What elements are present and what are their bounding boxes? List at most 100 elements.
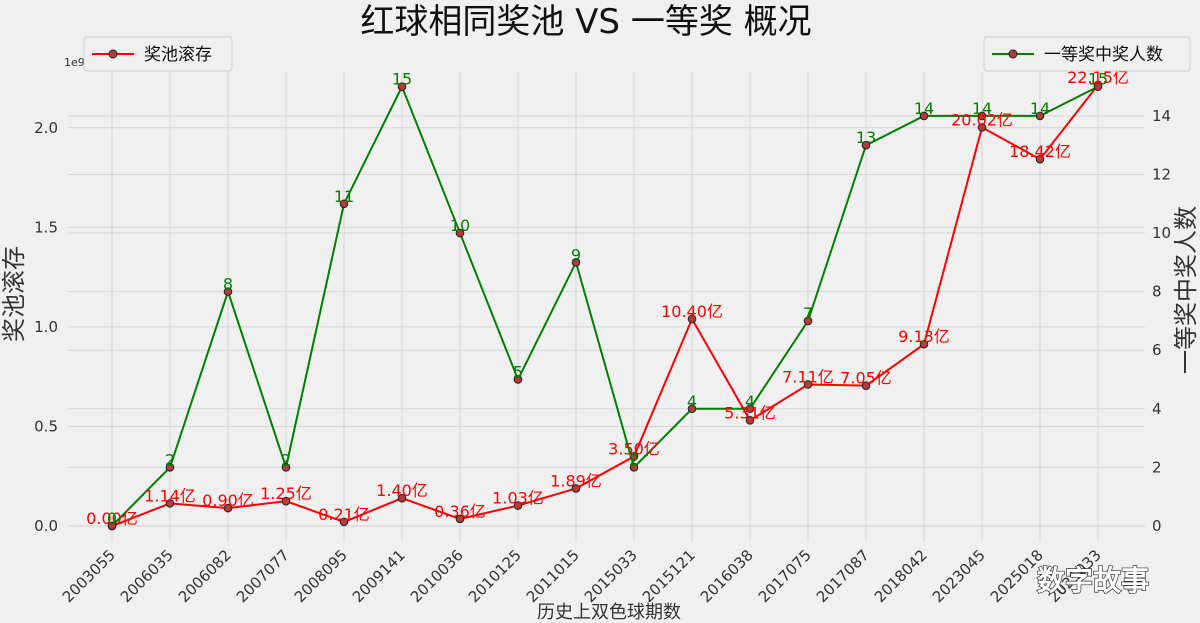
y-right-tick-label: 4 (1152, 400, 1162, 418)
winners-point (455, 228, 465, 238)
pool-point (571, 484, 581, 493)
pool-data-label: 10.40亿 (661, 302, 723, 321)
winners-point (281, 463, 291, 472)
pool-point (339, 517, 349, 527)
winners-data-label: 0 (107, 509, 117, 528)
winners-point (165, 463, 175, 472)
pool-data-label: 1.40亿 (376, 481, 428, 500)
pool-point (223, 503, 233, 513)
series-winners-line (111, 84, 1099, 527)
winners-point (339, 199, 349, 209)
winners-point (223, 287, 233, 296)
winners-data-label: 14 (914, 99, 934, 118)
pool-point (861, 381, 871, 390)
winners-point (919, 111, 929, 121)
pool-data-label: 0.90亿 (202, 491, 254, 510)
x-axis-title: 历史上双色球期数 (537, 602, 681, 623)
pool-data-label: 18.42亿 (1009, 142, 1071, 161)
winners-point (745, 404, 755, 414)
winners-data-label: 2 (165, 450, 175, 469)
y-left-tick-label: 0.0 (34, 517, 58, 535)
pool-data-label: 3.50亿 (608, 439, 660, 458)
pool-data-label: 1.89亿 (550, 471, 602, 490)
y-left-tick-label: 0.5 (34, 417, 58, 435)
y-left-tick-label: 1.5 (34, 218, 58, 236)
pool-point (687, 314, 697, 324)
winners-point (1035, 111, 1045, 121)
left-axis-title: 奖池滚存 (0, 246, 28, 342)
winners-data-label: 15 (1088, 70, 1108, 89)
pool-point (455, 514, 465, 524)
grid-layer (68, 72, 1145, 542)
pool-point (281, 496, 291, 506)
winners-data-label: 5 (513, 362, 523, 381)
right-axis-title: 一等奖中奖人数 (1172, 206, 1200, 374)
pool-point (1035, 154, 1045, 164)
pool-point (919, 339, 929, 349)
legend-right: 一等奖中奖人数 (983, 36, 1191, 72)
winners-point (803, 316, 813, 326)
winners-data-label: 4 (687, 392, 697, 411)
pool-data-label: 22.15亿 (1067, 68, 1129, 87)
y-right-tick-label: 10 (1152, 224, 1171, 242)
pool-data-label: 1.14亿 (144, 486, 196, 505)
winners-data-label: 10 (450, 216, 470, 235)
data-label-layer: 0.00亿 1.14亿 0.90亿 1.25亿 0.21亿 1.40亿 0.36亿 1.03亿… (86, 68, 1129, 528)
winners-point (513, 375, 523, 384)
winners-point (687, 404, 697, 414)
pool-data-label: 1.25亿 (260, 484, 312, 503)
pool-point (977, 123, 987, 132)
winners-point (571, 258, 581, 267)
legend-right-box (983, 36, 1191, 72)
y-left-tick-label: 1.0 (34, 318, 58, 336)
legend-left: 奖池滚存 (83, 36, 233, 72)
winners-data-label: 8 (223, 275, 233, 294)
winners-point (629, 463, 639, 472)
winners-data-label: 4 (745, 392, 755, 411)
legend-left-swatch-marker (108, 49, 118, 59)
series-layer (107, 80, 1103, 531)
watermark: 数字故事 (1037, 564, 1149, 597)
legend-left-label: 奖池滚存 (144, 45, 212, 65)
winners-data-label: 2 (629, 450, 639, 469)
pool-point (513, 501, 523, 510)
pool-data-label: 7.05亿 (840, 369, 892, 388)
pool-data-label: 9.13亿 (898, 327, 950, 346)
pool-data-label: 20.02亿 (951, 110, 1013, 129)
left-axis-offset-label: 1e9 (64, 56, 85, 69)
winners-point (861, 140, 871, 150)
y-left-tick-label: 2.0 (34, 119, 58, 137)
y-right-tick-label: 0 (1152, 517, 1162, 535)
winners-data-label: 14 (1030, 99, 1050, 118)
winners-data-label: 13 (856, 128, 876, 147)
chart-title: 红球相同奖池 VS 一等奖 概况 (360, 2, 811, 42)
winners-point (107, 521, 117, 531)
y-right-tick-label: 6 (1152, 341, 1162, 359)
winners-data-label: 14 (972, 99, 992, 118)
legend-right-label: 一等奖中奖人数 (1044, 45, 1163, 65)
y-right-tick-label: 14 (1152, 107, 1171, 125)
pool-data-label: 1.03亿 (492, 489, 544, 508)
pool-data-label: 0.00亿 (86, 509, 138, 528)
pool-point (397, 493, 407, 503)
y-right-tick-label: 2 (1152, 458, 1162, 476)
pool-point (745, 416, 755, 425)
pool-data-label: 0.21亿 (318, 505, 370, 524)
legend-left-box (83, 36, 233, 72)
winners-data-label: 2 (281, 450, 291, 469)
winners-point (397, 82, 407, 91)
pool-point (803, 380, 813, 389)
y-right-tick-label: 8 (1152, 283, 1162, 301)
winners-data-label: 9 (571, 245, 581, 264)
pool-data-label: 5.31亿 (724, 403, 776, 422)
winners-data-label: 11 (334, 187, 354, 206)
pool-data-label: 0.36亿 (434, 502, 486, 521)
winners-data-label: 7 (803, 304, 813, 323)
legend-right-swatch-marker (1008, 49, 1018, 59)
winners-point (1093, 82, 1103, 91)
series-pool-line (111, 84, 1099, 527)
winners-point (977, 111, 987, 121)
